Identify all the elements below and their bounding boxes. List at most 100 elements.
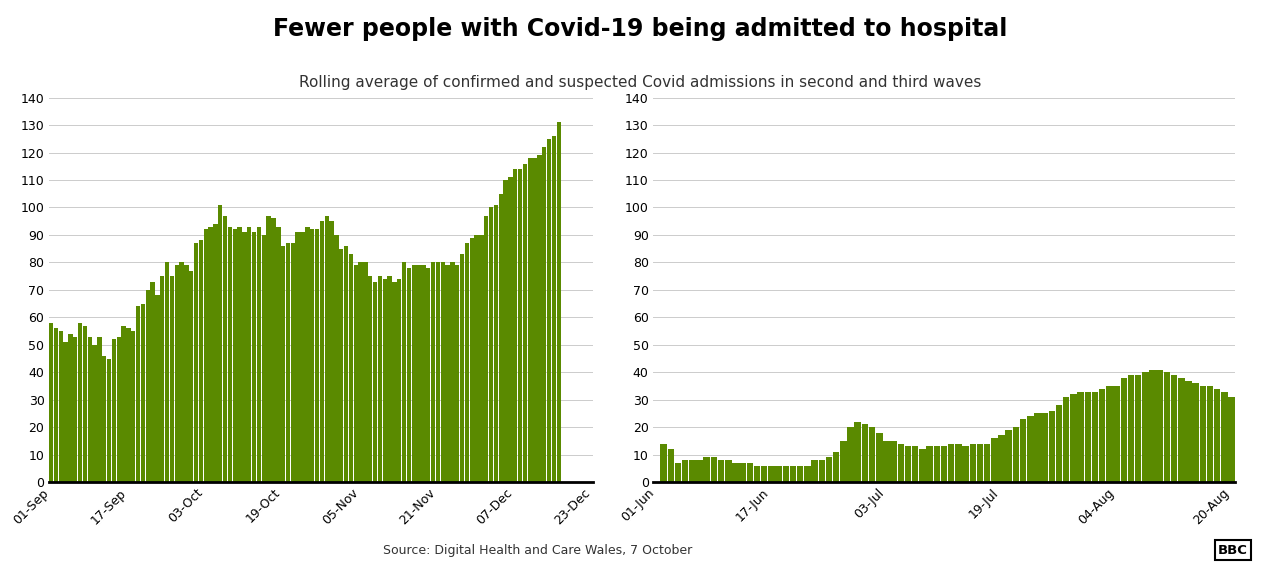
Bar: [1084, 391, 1091, 482]
Bar: [1171, 375, 1178, 482]
Bar: [301, 232, 305, 482]
Bar: [494, 205, 498, 482]
Bar: [238, 227, 242, 482]
Bar: [776, 466, 782, 482]
Bar: [522, 164, 527, 482]
Bar: [826, 457, 832, 482]
Bar: [762, 466, 768, 482]
Bar: [64, 342, 68, 482]
Bar: [704, 457, 710, 482]
Bar: [1048, 411, 1055, 482]
Bar: [905, 447, 911, 482]
Bar: [538, 155, 541, 482]
Bar: [460, 254, 465, 482]
Bar: [83, 325, 87, 482]
Bar: [855, 422, 861, 482]
Bar: [675, 463, 681, 482]
Bar: [1142, 373, 1148, 482]
Bar: [948, 444, 955, 482]
Bar: [131, 331, 136, 482]
Bar: [421, 265, 425, 482]
Bar: [1149, 370, 1156, 482]
Bar: [1193, 383, 1199, 482]
Bar: [49, 323, 54, 482]
Bar: [998, 436, 1005, 482]
Bar: [97, 336, 101, 482]
Bar: [804, 466, 810, 482]
Bar: [228, 227, 232, 482]
Bar: [1164, 373, 1170, 482]
Bar: [397, 279, 402, 482]
Bar: [416, 265, 421, 482]
Bar: [833, 452, 840, 482]
Bar: [431, 262, 435, 482]
Bar: [470, 238, 474, 482]
Bar: [247, 227, 251, 482]
Bar: [927, 447, 933, 482]
Bar: [710, 457, 717, 482]
Bar: [489, 207, 493, 482]
Bar: [198, 241, 204, 482]
Bar: [812, 460, 818, 482]
Bar: [1020, 419, 1027, 482]
Bar: [282, 246, 285, 482]
Bar: [1207, 386, 1213, 482]
Bar: [933, 447, 940, 482]
Bar: [797, 466, 804, 482]
Bar: [499, 193, 503, 482]
Bar: [732, 463, 739, 482]
Bar: [1128, 375, 1134, 482]
Bar: [195, 243, 198, 482]
Bar: [383, 279, 387, 482]
Bar: [1092, 391, 1098, 482]
Bar: [518, 169, 522, 482]
Bar: [364, 262, 367, 482]
Bar: [1027, 416, 1033, 482]
Bar: [412, 265, 416, 482]
Bar: [689, 460, 695, 482]
Bar: [508, 177, 512, 482]
Bar: [155, 296, 160, 482]
Bar: [92, 345, 97, 482]
Bar: [913, 447, 919, 482]
Bar: [402, 262, 406, 482]
Bar: [557, 122, 561, 482]
Bar: [1114, 386, 1120, 482]
Bar: [160, 276, 164, 482]
Bar: [440, 262, 445, 482]
Bar: [1056, 405, 1062, 482]
Bar: [840, 441, 846, 482]
Bar: [407, 268, 411, 482]
Bar: [1070, 394, 1076, 482]
Bar: [146, 290, 150, 482]
Bar: [73, 336, 77, 482]
Bar: [189, 270, 193, 482]
Bar: [847, 427, 854, 482]
Bar: [141, 304, 145, 482]
Bar: [1135, 375, 1142, 482]
Bar: [1006, 430, 1012, 482]
Bar: [955, 444, 961, 482]
Bar: [1213, 389, 1220, 482]
Bar: [54, 328, 58, 482]
Bar: [68, 334, 73, 482]
Bar: [682, 460, 689, 482]
Bar: [484, 216, 489, 482]
Text: Source: Digital Health and Care Wales, 7 October: Source: Digital Health and Care Wales, 7…: [383, 544, 692, 557]
Bar: [768, 466, 774, 482]
Bar: [348, 254, 353, 482]
Bar: [242, 232, 247, 482]
Bar: [660, 444, 667, 482]
Text: BBC: BBC: [1219, 544, 1248, 557]
Bar: [378, 276, 381, 482]
Bar: [59, 331, 63, 482]
Bar: [1120, 378, 1126, 482]
Bar: [87, 336, 92, 482]
Bar: [718, 460, 724, 482]
Bar: [1100, 389, 1106, 482]
Bar: [325, 216, 329, 482]
Bar: [456, 265, 460, 482]
Bar: [369, 276, 372, 482]
Bar: [1178, 378, 1184, 482]
Bar: [919, 449, 925, 482]
